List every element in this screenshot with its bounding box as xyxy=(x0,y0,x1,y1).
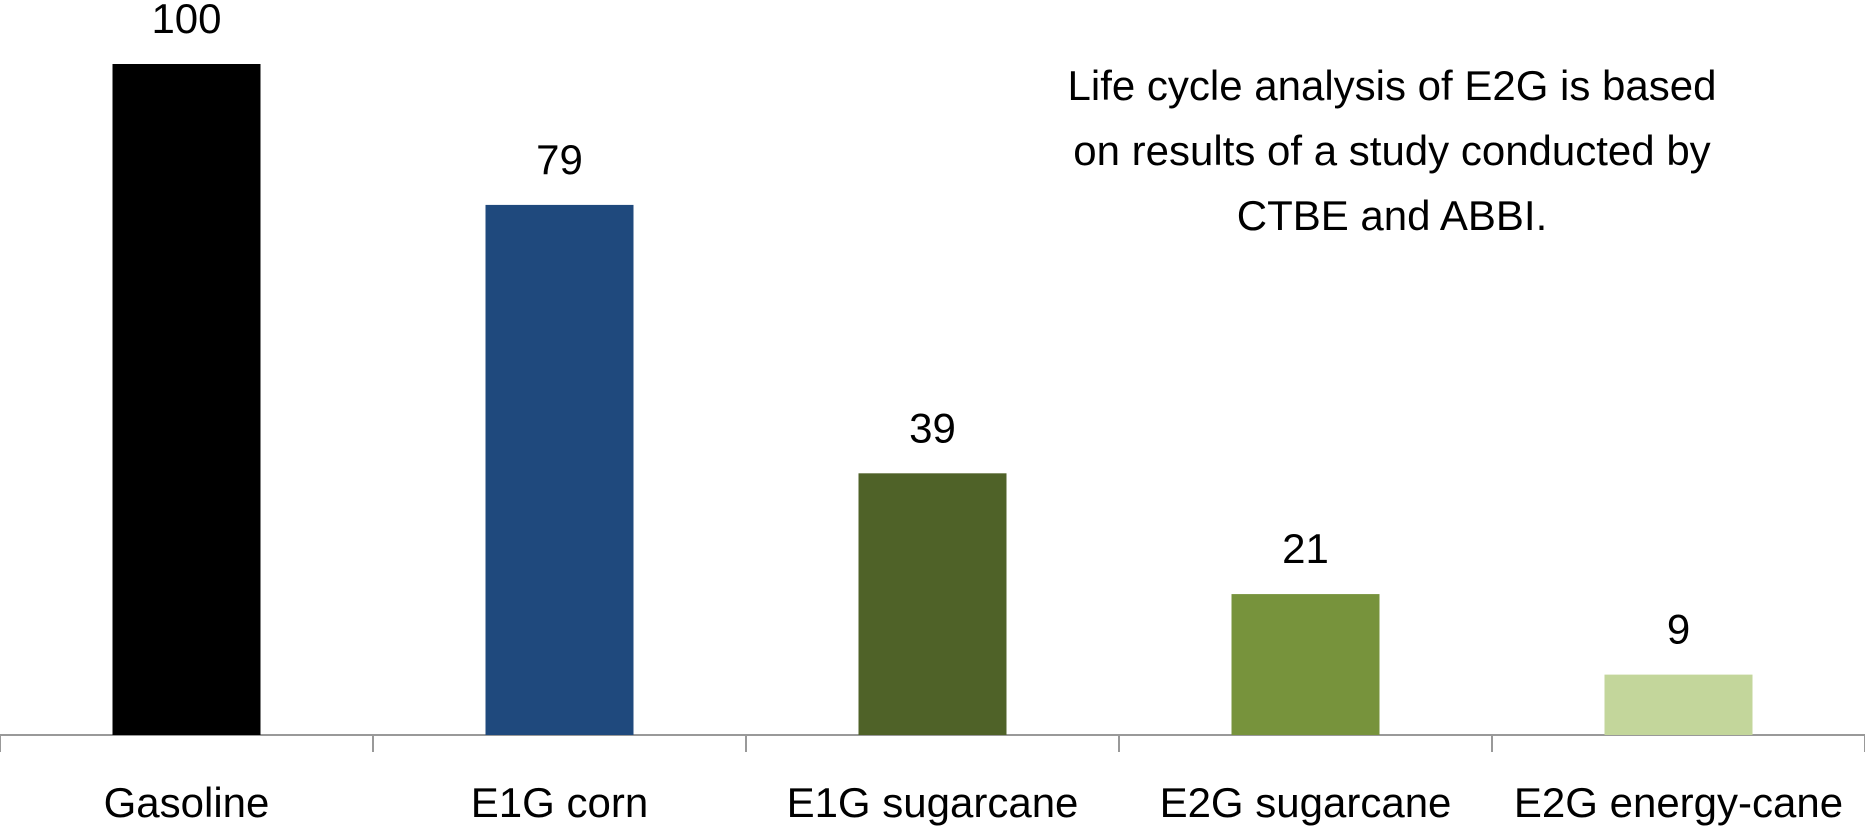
data-label: 21 xyxy=(1282,525,1329,572)
data-label: 9 xyxy=(1667,606,1690,653)
x-tick-label: E1G sugarcane xyxy=(787,779,1079,826)
data-label: 100 xyxy=(151,0,221,42)
bar xyxy=(858,473,1007,735)
annotation: on results of a study conducted by xyxy=(1073,127,1710,174)
x-tick-label: E2G energy-cane xyxy=(1514,779,1843,826)
bar xyxy=(485,204,634,735)
bar xyxy=(112,64,261,735)
annotation: Life cycle analysis of E2G is based xyxy=(1068,62,1717,109)
bar xyxy=(1231,594,1380,735)
x-tick-label: E1G corn xyxy=(471,779,648,826)
x-tick-label: E2G sugarcane xyxy=(1160,779,1452,826)
data-label: 39 xyxy=(909,404,956,451)
x-tick-label: Gasoline xyxy=(104,779,270,826)
bar xyxy=(1604,674,1753,735)
data-label: 79 xyxy=(536,136,583,183)
annotation: CTBE and ABBI. xyxy=(1237,192,1548,239)
